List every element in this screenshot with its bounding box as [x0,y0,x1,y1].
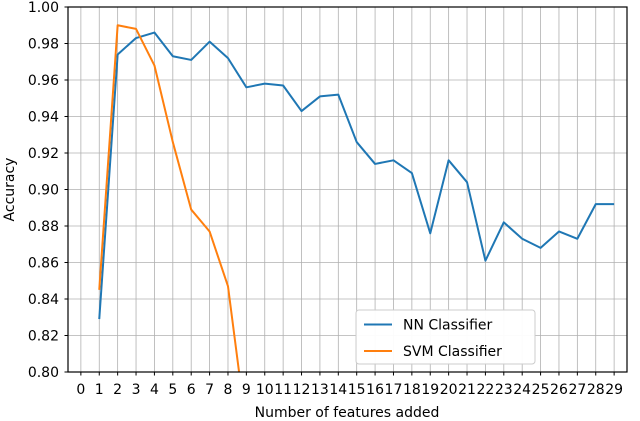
y-tick-label: 0.82 [28,329,59,345]
x-tick-label: 18 [403,382,421,398]
y-axis-label: Accuracy [2,158,18,222]
x-tick-label: 5 [168,382,177,398]
y-tick-label: 0.92 [28,146,59,162]
x-tick-label: 29 [605,382,623,398]
x-tick-label: 22 [476,382,494,398]
y-tick-label: 0.96 [28,73,59,89]
x-tick-label: 8 [224,382,233,398]
x-tick-label: 9 [242,382,251,398]
x-tick-label: 15 [348,382,366,398]
x-tick-label: 10 [256,382,274,398]
x-tick-label: 27 [568,382,586,398]
plot-series [98,24,615,372]
x-tick-label: 16 [366,382,384,398]
legend-label-nn: NN Classifier [403,318,493,334]
x-tick-label: 6 [187,382,196,398]
x-tick-label: 17 [385,382,403,398]
y-tick-label: 1.00 [28,0,59,16]
series-line-svm [98,24,241,372]
axis-tick-marks [64,6,615,376]
y-tick-labels: 0.80 0.82 0.84 0.86 0.88 0.90 0.92 0.94 0.96 0.98… [28,0,59,381]
legend-box [355,309,536,365]
x-tick-label: 24 [513,382,531,398]
x-tick-label: 20 [440,382,458,398]
x-tick-labels: 0 1 2 3 4 5 6 7 8 9 10 11 12 13 14 15 16 17 18 19 20 21 22 23 24… [76,382,623,398]
legend-label-svm: SVM Classifier [403,344,502,360]
x-tick-label: 12 [293,382,311,398]
x-tick-label: 26 [550,382,568,398]
legend: NN Classifier SVM Classifier [355,309,536,365]
x-tick-label: 7 [205,382,214,398]
y-tick-label: 0.98 [28,37,59,53]
y-tick-label: 0.86 [28,256,59,272]
x-tick-label: 21 [458,382,476,398]
x-tick-label: 0 [76,382,85,398]
x-tick-label: 25 [532,382,550,398]
x-tick-label: 23 [495,382,513,398]
x-tick-label: 14 [329,382,347,398]
x-tick-label: 19 [421,382,439,398]
x-axis-label: Number of features added [255,405,440,421]
x-tick-label: 11 [274,382,292,398]
y-tick-label: 0.80 [28,365,59,381]
series-line-nn [98,31,615,320]
x-tick-label: 4 [150,382,159,398]
y-tick-label: 0.90 [28,183,59,199]
y-tick-label: 0.84 [28,292,59,308]
x-tick-label: 2 [113,382,122,398]
x-tick-label: 13 [311,382,329,398]
x-tick-label: 28 [587,382,605,398]
x-tick-label: 3 [132,382,141,398]
x-tick-label: 1 [95,382,104,398]
y-tick-label: 0.88 [28,219,59,235]
y-tick-label: 0.94 [28,110,59,126]
